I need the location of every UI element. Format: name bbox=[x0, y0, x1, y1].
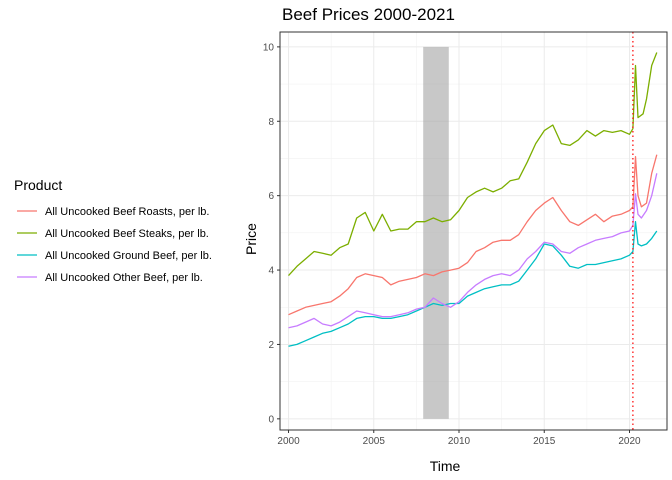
x-tick-label: 2020 bbox=[618, 436, 641, 447]
plot-panel-border bbox=[279, 31, 668, 431]
x-axis-title: Time bbox=[430, 458, 461, 474]
y-tick-label: 2 bbox=[268, 340, 274, 351]
series-layer bbox=[288, 52, 658, 347]
y-tick-label: 4 bbox=[268, 266, 274, 277]
legend: All Uncooked Beef Roasts, per lb. All Unc… bbox=[17, 206, 212, 284]
y-tick-label: 0 bbox=[268, 414, 274, 425]
x-tick-label: 2000 bbox=[277, 436, 300, 447]
minor-gridlines bbox=[280, 32, 667, 430]
legend-title: Product bbox=[14, 177, 62, 193]
legend-label: All Uncooked Other Beef, per lb. bbox=[45, 272, 203, 284]
x-tick-label: 2010 bbox=[448, 436, 471, 447]
legend-label: All Uncooked Ground Beef, per lb. bbox=[45, 250, 212, 262]
x-tick-label: 2015 bbox=[533, 436, 556, 447]
recession-band-layer bbox=[423, 46, 449, 419]
series-line bbox=[288, 154, 658, 316]
plot-panel-background bbox=[280, 32, 667, 430]
x-tick-label: 2005 bbox=[363, 436, 386, 447]
y-tick-label: 10 bbox=[263, 42, 275, 53]
legend-label: All Uncooked Beef Steaks, per lb. bbox=[45, 228, 209, 240]
y-tick-label: 8 bbox=[268, 117, 274, 128]
series-line bbox=[288, 52, 658, 277]
y-tick-label: 6 bbox=[268, 191, 274, 202]
chart-title: Beef Prices 2000-2021 bbox=[282, 5, 455, 24]
y-axis-title: Price bbox=[243, 223, 259, 255]
series-line bbox=[288, 173, 658, 329]
series-line bbox=[288, 221, 658, 347]
recession-band bbox=[423, 46, 449, 419]
legend-label: All Uncooked Beef Roasts, per lb. bbox=[45, 206, 209, 218]
x-axis-ticks: 2000 2005 2010 2015 2020 bbox=[277, 430, 641, 447]
y-axis-ticks: 0 2 4 6 8 10 bbox=[263, 42, 280, 425]
